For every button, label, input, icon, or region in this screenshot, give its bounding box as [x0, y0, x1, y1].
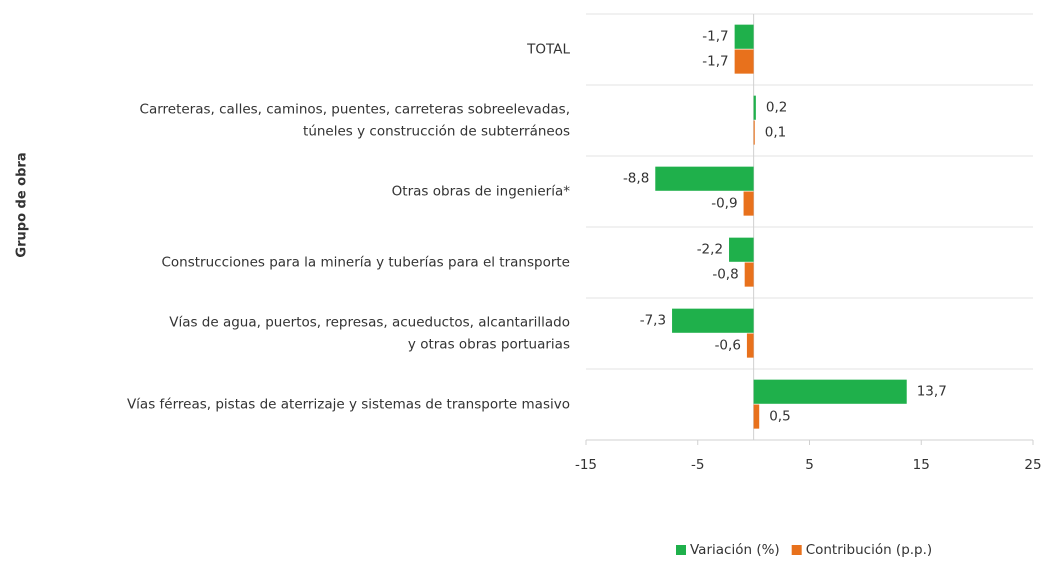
value-label: 0,5	[769, 409, 790, 425]
value-label: -7,3	[640, 313, 666, 329]
x-tick-label: 25	[1024, 457, 1041, 473]
value-label: 13,7	[917, 384, 947, 400]
value-label: -0,6	[715, 338, 741, 354]
value-label: -8,8	[623, 171, 649, 187]
bar	[753, 120, 755, 145]
legend-label: Variación (%)	[690, 542, 780, 558]
y-tick-label: Carreteras, calles, caminos, puentes, ca…	[140, 102, 570, 118]
bar	[753, 95, 756, 120]
bar	[734, 24, 754, 49]
x-tick-label: 5	[805, 457, 814, 473]
bar	[734, 49, 754, 74]
bar	[672, 308, 754, 333]
y-axis-title: Grupo de obra	[15, 152, 30, 257]
value-label: 0,2	[766, 100, 787, 116]
bar	[655, 166, 754, 191]
y-tick-label: Otras obras de ingeniería*	[392, 184, 571, 200]
legend-swatch	[791, 545, 802, 555]
y-tick-label: TOTAL	[526, 42, 570, 58]
bar	[729, 237, 754, 262]
value-label: -1,7	[702, 54, 728, 70]
y-tick-label: Construcciones para la minería y tubería…	[161, 255, 570, 271]
x-tick-label: -15	[575, 457, 597, 473]
value-label: -0,9	[711, 196, 737, 212]
bar	[753, 379, 907, 404]
bar	[744, 262, 754, 287]
x-tick-label: -5	[691, 457, 704, 473]
bar	[743, 191, 754, 216]
bar	[753, 404, 760, 429]
value-label: -1,7	[702, 29, 728, 45]
bar	[746, 333, 754, 358]
value-label: -0,8	[712, 267, 738, 283]
y-tick-label: Vías de agua, puertos, represas, acueduc…	[169, 315, 570, 331]
legend-label: Contribución (p.p.)	[806, 542, 933, 558]
legend-swatch	[676, 545, 686, 555]
value-label: -2,2	[697, 242, 723, 258]
y-tick-label: Vías férreas, pistas de aterrizaje y sis…	[127, 397, 570, 413]
y-tick-label: túneles y construcción de subterráneos	[303, 124, 570, 140]
x-tick-label: 15	[913, 457, 930, 473]
value-label: 0,1	[765, 125, 786, 141]
y-tick-label: y otras obras portuarias	[408, 337, 570, 353]
